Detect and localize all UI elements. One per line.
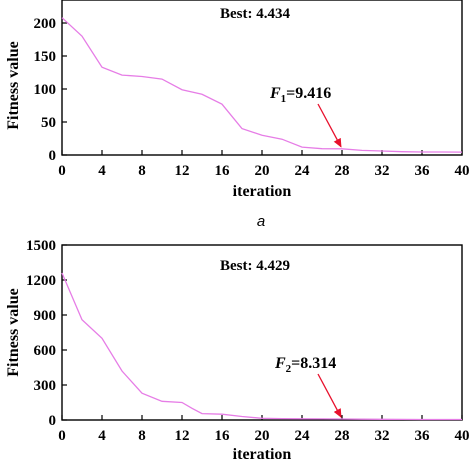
best-value-label: Best: 4.434 (220, 6, 290, 22)
series-line-0 (61, 17, 463, 153)
annotation-symbol: F (274, 355, 286, 372)
x-tick-label: 28 (335, 163, 350, 179)
x-tick-label: 28 (335, 428, 350, 444)
x-tick-label: 0 (58, 163, 66, 179)
y-tick-label: 0 (49, 413, 57, 429)
x-tick-label: 40 (455, 163, 470, 179)
y-tick-label: 200 (34, 16, 57, 32)
annotation-label: F1=9.416 (269, 85, 331, 105)
x-tick-label: 4 (98, 163, 106, 179)
annotation-arrow (317, 103, 342, 148)
series-line-0 (61, 272, 462, 421)
panel-label-a: a (257, 213, 265, 230)
x-tick-label: 32 (375, 163, 390, 179)
y-axis-label: Fitness value (5, 288, 22, 376)
x-tick-label: 8 (138, 163, 146, 179)
x-tick-label: 16 (215, 163, 231, 179)
x-tick-label: 24 (295, 428, 311, 444)
annotation-label: F2=8.314 (274, 355, 336, 375)
y-tick-label: 600 (34, 343, 57, 359)
x-tick-label: 20 (255, 428, 270, 444)
x-tick-label: 4 (98, 428, 106, 444)
y-axis-label: Fitness value (5, 41, 22, 129)
x-tick-label: 12 (175, 428, 190, 444)
chart-bottom: 0 4 8 12 16 20 24 28 32 36 40 0 300 600 900 1200 1500 ite… (5, 238, 470, 463)
x-tick-label: 36 (415, 428, 431, 444)
y-tick-label: 300 (34, 378, 57, 394)
annotation-value: =9.416 (286, 85, 331, 102)
y-tick-label: 100 (34, 82, 57, 98)
x-tick-label: 20 (255, 163, 270, 179)
y-tick-label: 50 (41, 115, 56, 131)
plot-frame (61, 0, 463, 156)
y-tick-label: 0 (49, 148, 57, 164)
best-value-label: Best: 4.429 (220, 258, 290, 274)
x-tick-label: 40 (455, 428, 470, 444)
x-tick-label: 32 (375, 428, 390, 444)
annotation-subscript: 1 (281, 93, 287, 105)
x-axis-label: iteration (233, 446, 292, 463)
y-tick-label: 150 (34, 49, 57, 65)
chart-top: 0 4 8 12 16 20 24 28 32 36 40 0 50 100 150 200 iteration… (5, 0, 470, 200)
x-tick-label: 0 (58, 428, 66, 444)
y-tick-label: 1200 (26, 273, 56, 289)
x-tick-label: 12 (175, 163, 190, 179)
annotation-arrow (317, 373, 342, 418)
x-tick-label: 8 (138, 428, 146, 444)
y-tick-label: 1500 (26, 238, 56, 254)
annotation-value: =8.314 (291, 355, 336, 372)
annotation-subscript: 2 (286, 363, 292, 375)
x-tick-label: 24 (295, 163, 311, 179)
x-tick-label: 36 (415, 163, 431, 179)
x-tick-label: 16 (215, 428, 231, 444)
x-axis-label: iteration (233, 183, 292, 200)
annotation-symbol: F (269, 85, 281, 102)
y-tick-label: 900 (34, 308, 57, 324)
